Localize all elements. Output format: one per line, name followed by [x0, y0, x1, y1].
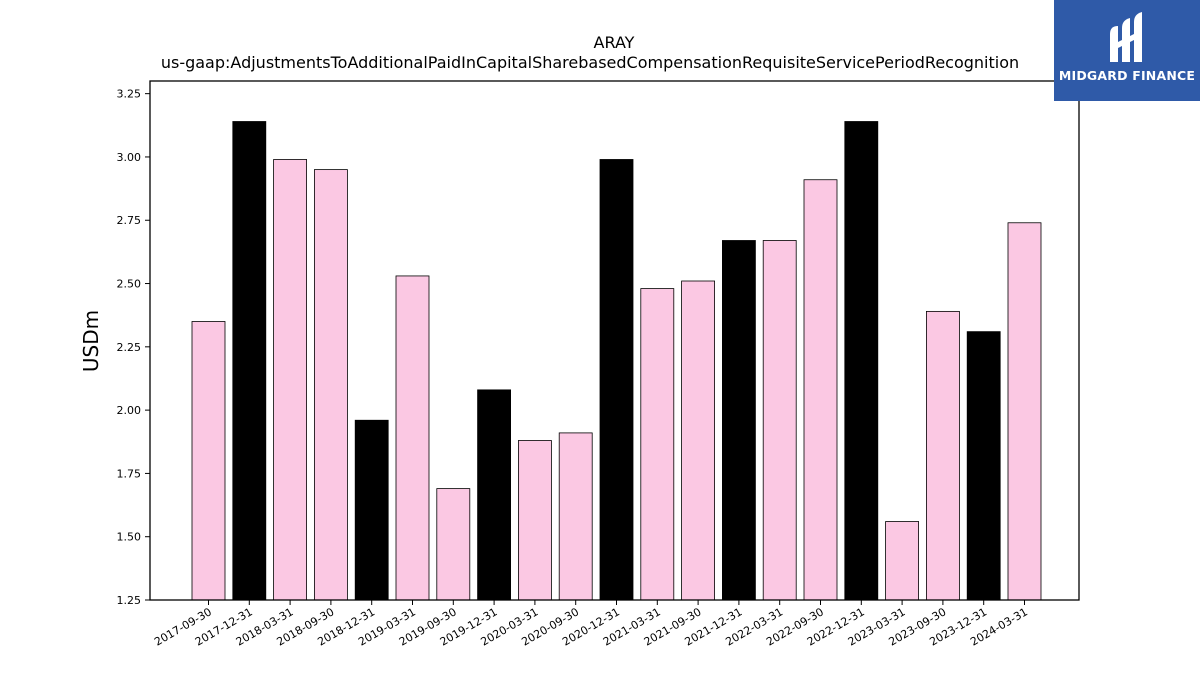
bar-2019-09-30 — [436, 488, 471, 601]
y-tick-label: 1.50 — [117, 531, 142, 544]
bar-2021-09-30 — [681, 280, 715, 601]
bar-2022-03-31 — [762, 240, 797, 601]
bar-2017-09-30 — [191, 321, 226, 601]
bar-2020-12-31 — [599, 159, 634, 601]
y-tick-label: 1.25 — [117, 594, 142, 607]
x-ticks-group: 2017-09-302017-12-312018-03-312018-09-30… — [152, 600, 1030, 649]
bar-2020-03-31 — [518, 440, 552, 601]
logo-text: MIDGARD FINANCE — [1058, 68, 1196, 83]
bar-2023-03-31 — [885, 521, 919, 601]
bar-2017-12-31 — [232, 121, 267, 601]
y-axis-label: USDm — [79, 310, 103, 372]
bars-group — [191, 121, 1042, 601]
y-tick-label: 2.50 — [117, 278, 142, 291]
bar-2023-09-30 — [926, 310, 960, 601]
bar-2019-03-31 — [395, 275, 430, 601]
bar-2024-03-31 — [1007, 222, 1042, 601]
y-tick-label: 2.75 — [117, 214, 142, 227]
bar-2020-09-30 — [558, 432, 593, 601]
bar-2021-03-31 — [640, 288, 675, 601]
bar-2018-12-31 — [354, 419, 389, 601]
y-tick-label: 2.25 — [117, 341, 142, 354]
bar-2018-03-31 — [273, 159, 308, 601]
bar-2023-12-31 — [966, 331, 1001, 601]
bar-2022-12-31 — [844, 121, 879, 601]
bar-2019-12-31 — [477, 389, 512, 601]
y-tick-label: 3.00 — [117, 151, 142, 164]
y-ticks-group: 1.25 1.50 1.75 2.00 2.25 2.50 2.75 3.00 3.25 — [117, 88, 150, 607]
chart-title: ARAY — [594, 33, 635, 52]
y-tick-label: 3.25 — [117, 88, 142, 101]
y-tick-label: 2.00 — [117, 404, 142, 417]
bar-2018-09-30 — [313, 169, 348, 601]
plot-frame — [149, 80, 1080, 601]
bar-2022-09-30 — [803, 179, 838, 601]
y-tick-label: 1.75 — [117, 467, 142, 480]
midgard-finance-logo-icon — [1110, 12, 1142, 62]
chart-subtitle: us-gaap:AdjustmentsToAdditionalPaidInCap… — [161, 53, 1019, 72]
bar-2021-12-31 — [722, 240, 756, 601]
logo: MIDGARD FINANCE — [1054, 0, 1200, 101]
